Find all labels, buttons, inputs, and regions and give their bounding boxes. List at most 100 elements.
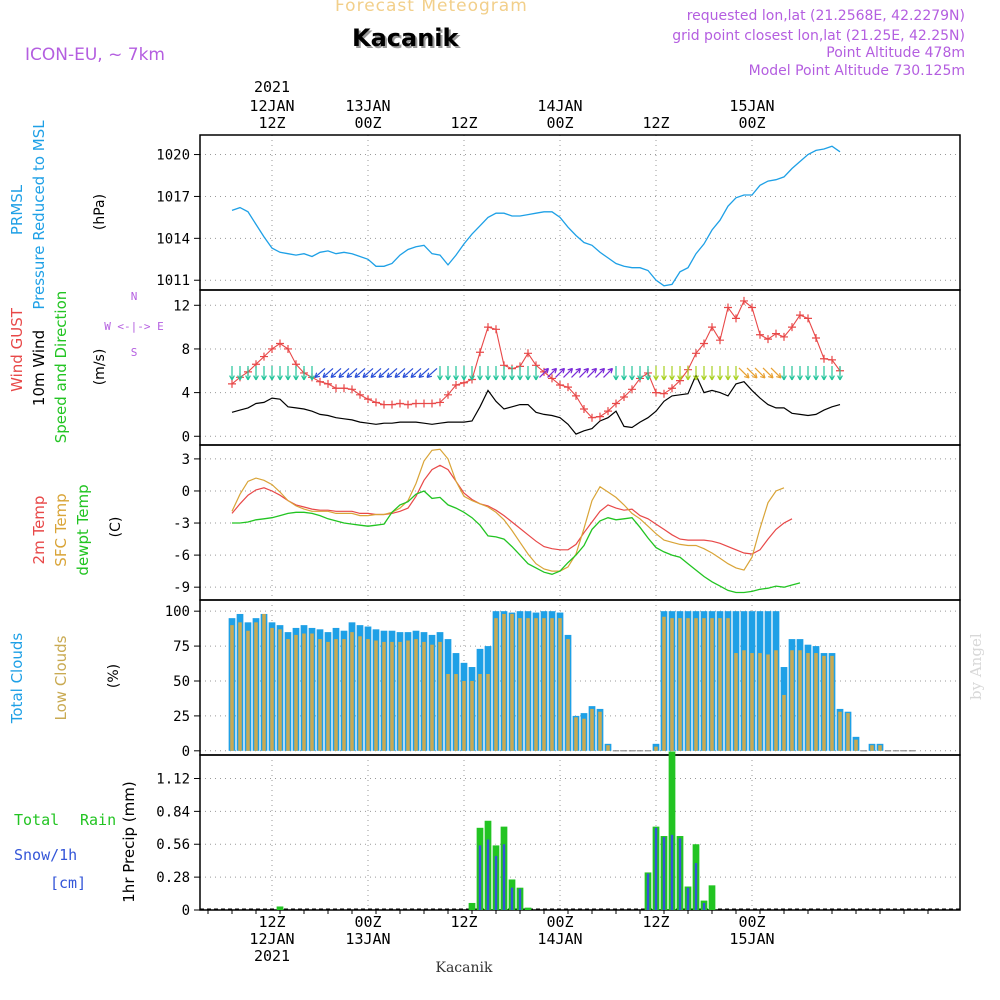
wind-direction-arrow	[539, 367, 550, 378]
gust-marker	[724, 303, 732, 312]
gust-marker	[748, 303, 756, 312]
bottom-time-label: 14JAN	[537, 930, 582, 948]
wind-direction-arrow	[477, 365, 483, 381]
wind-direction-arrow	[378, 368, 390, 379]
gust-marker	[612, 399, 620, 408]
cloud-low-bar	[294, 634, 298, 751]
wind-direction-arrow	[693, 365, 699, 381]
wind-direction-arrow	[410, 368, 422, 379]
wind-direction-arrow	[837, 365, 843, 381]
gust-marker	[812, 334, 820, 343]
cloud-low-bar	[782, 694, 786, 751]
top-year-label: 2021	[254, 78, 290, 96]
gust-marker	[348, 385, 356, 394]
pressure-label-1: PRMSL	[8, 184, 26, 235]
gust-marker	[356, 390, 364, 399]
top-time-label: 14JAN	[537, 97, 582, 115]
y-tick-label: 1020	[156, 148, 190, 164]
y-tick-label: 0	[182, 429, 190, 445]
panel-pressure: 1011 1014 1017 1020	[156, 134, 961, 291]
compass-s: S	[131, 346, 138, 359]
precip-snow-bar	[518, 888, 522, 910]
precip-snow-bar	[694, 863, 698, 910]
cloud-low-bar	[854, 739, 858, 751]
cloud-low-bar	[358, 636, 362, 751]
top-time-label: 00Z	[738, 114, 765, 132]
gust-marker	[804, 314, 812, 323]
y-tick-label: 75	[173, 639, 190, 655]
cloud-low-bar	[694, 618, 698, 751]
cloud-low-bar	[502, 613, 506, 751]
cloud-low-bar	[566, 639, 570, 751]
cloud-low-bar	[350, 632, 354, 751]
precip-snow-bar	[510, 887, 514, 910]
wind-direction-arrow	[525, 365, 531, 381]
bottom-time-label: 12Z	[258, 913, 285, 931]
top-time-label: 13JAN	[345, 97, 390, 115]
cloud-low-bar	[422, 641, 426, 751]
gust-marker	[452, 380, 460, 389]
location-name: Kacanik	[352, 24, 459, 52]
precip-snow-bar	[478, 845, 482, 910]
wind-direction-arrow	[677, 365, 683, 381]
gust-marker	[284, 344, 292, 353]
bottom-time-label: 15JAN	[729, 930, 774, 948]
top-time-label: 15JAN	[729, 97, 774, 115]
gust-marker	[476, 348, 484, 357]
wind-direction-arrow	[613, 365, 619, 381]
bottom-time-label: 12Z	[450, 913, 477, 931]
wind-direction-arrow	[370, 368, 382, 379]
top-time-label: 00Z	[546, 114, 573, 132]
gust-marker	[788, 323, 796, 332]
precip-snow-bar	[486, 839, 490, 910]
y-tick-label: 25	[173, 709, 190, 725]
y-tick-label: 0	[182, 744, 190, 760]
t2m-line	[231, 464, 793, 555]
total-clouds-label: Total Clouds	[8, 633, 26, 725]
cloud-low-bar	[302, 633, 306, 751]
wind-direction-arrow	[621, 365, 627, 381]
cloud-low-bar	[246, 630, 250, 751]
wind-direction-arrow	[354, 368, 366, 379]
cloud-low-bar	[334, 639, 338, 751]
gust-marker	[380, 400, 388, 409]
wind-direction-arrow	[637, 365, 643, 381]
y-tick-label: 4	[182, 386, 190, 402]
gust-marker	[556, 380, 564, 389]
precip-snow-bar	[686, 887, 690, 910]
wind-direction-arrow	[330, 368, 342, 379]
y-tick-label: -3	[173, 516, 190, 532]
y-tick-label: 50	[173, 674, 190, 690]
cloud-low-bar	[822, 655, 826, 751]
gust-marker	[268, 344, 276, 353]
cloud-low-bar	[710, 618, 714, 751]
gust-marker	[764, 335, 772, 344]
cloud-low-bar	[742, 650, 746, 751]
cloud-low-bar	[454, 674, 458, 751]
precip-rain-bar	[276, 906, 284, 910]
gust-marker	[324, 379, 332, 388]
precip-snow-bar	[678, 838, 682, 910]
wind-direction-arrow	[770, 367, 782, 379]
wind-unit: (m/s)	[92, 349, 108, 386]
wind-direction-arrow	[493, 365, 499, 381]
cloud-low-bar	[606, 745, 610, 751]
cloud-low-bar	[462, 680, 466, 751]
cloud-low-bar	[662, 616, 666, 751]
cloud-low-bar	[806, 653, 810, 751]
wind-direction-arrow	[261, 365, 267, 381]
dewpt-label: dewpt Temp	[74, 484, 92, 575]
y-tick-label: 12	[173, 298, 190, 314]
cloud-low-bar	[670, 618, 674, 751]
top-time-label: 12Z	[642, 114, 669, 132]
cloud-low-bar	[598, 711, 602, 751]
y-tick-label: 8	[182, 342, 190, 358]
legend-snow-unit: [cm]	[50, 874, 86, 892]
cloud-low-bar	[582, 718, 586, 751]
cloud-low-bar	[254, 622, 258, 751]
wind-speed-dir-label: Speed and Direction	[52, 291, 70, 444]
gust-marker	[340, 384, 348, 393]
gust-marker	[580, 404, 588, 413]
panel-frame	[199, 444, 961, 601]
